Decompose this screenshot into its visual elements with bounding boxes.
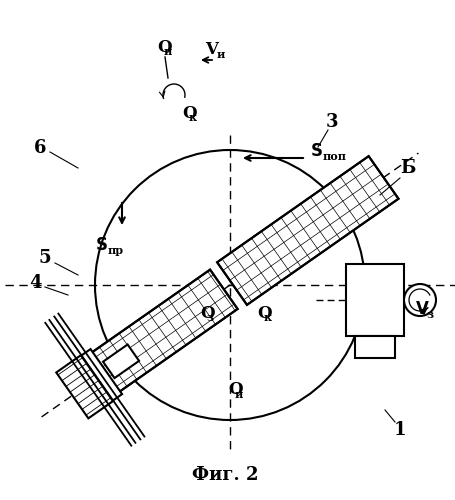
- Text: 1: 1: [394, 421, 406, 439]
- Text: $\mathbf{S}$: $\mathbf{S}$: [310, 144, 323, 160]
- Text: О: О: [200, 304, 215, 322]
- Text: к: к: [263, 312, 272, 322]
- Text: и: и: [235, 388, 243, 400]
- Polygon shape: [103, 344, 139, 378]
- Text: з: з: [207, 312, 214, 322]
- Text: О: О: [228, 382, 243, 398]
- Text: 4: 4: [29, 274, 41, 292]
- Text: О: О: [157, 38, 172, 56]
- Text: $\mathbf{V}$: $\mathbf{V}$: [415, 302, 430, 318]
- Text: к: к: [189, 112, 197, 122]
- Text: поп: поп: [323, 150, 347, 162]
- Circle shape: [404, 284, 436, 316]
- Text: и: и: [217, 50, 225, 60]
- Text: Фиг. 2: Фиг. 2: [192, 466, 258, 484]
- Text: 3: 3: [326, 113, 338, 131]
- Polygon shape: [56, 356, 113, 418]
- Text: О: О: [182, 104, 197, 122]
- Text: V: V: [205, 42, 218, 58]
- Polygon shape: [68, 349, 122, 410]
- Polygon shape: [346, 264, 404, 336]
- Text: з: з: [427, 310, 434, 320]
- Text: О: О: [257, 304, 272, 322]
- Text: пр: пр: [108, 244, 124, 256]
- Polygon shape: [75, 270, 238, 404]
- Text: 6: 6: [34, 139, 46, 157]
- Text: 5: 5: [39, 249, 51, 267]
- Polygon shape: [355, 336, 395, 358]
- Text: $\mathbf{S}$: $\mathbf{S}$: [95, 238, 108, 254]
- Text: Б: Б: [400, 159, 416, 177]
- Text: и: и: [164, 46, 172, 56]
- Polygon shape: [217, 156, 399, 305]
